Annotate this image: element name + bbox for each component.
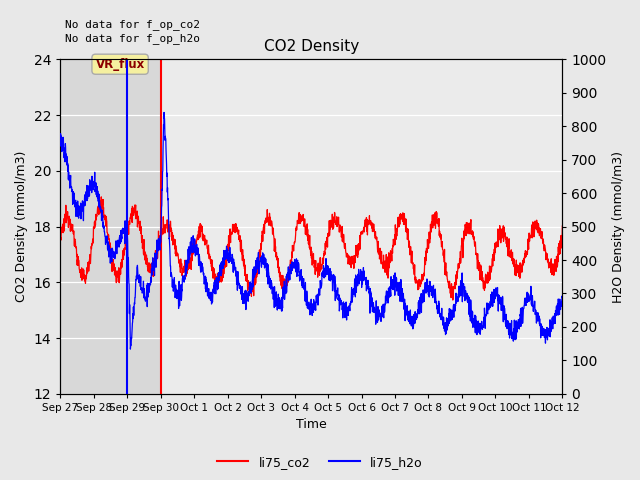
Text: No data for f_op_co2
No data for f_op_h2o: No data for f_op_co2 No data for f_op_h2… [65,19,200,44]
Y-axis label: H2O Density (mmol/m3): H2O Density (mmol/m3) [612,151,625,302]
Y-axis label: CO2 Density (mmol/m3): CO2 Density (mmol/m3) [15,151,28,302]
X-axis label: Time: Time [296,419,326,432]
Title: CO2 Density: CO2 Density [264,39,359,54]
Bar [60,60,161,394]
Legend: li75_co2, li75_h2o: li75_co2, li75_h2o [212,451,428,474]
Text: VR_flux: VR_flux [95,58,145,71]
